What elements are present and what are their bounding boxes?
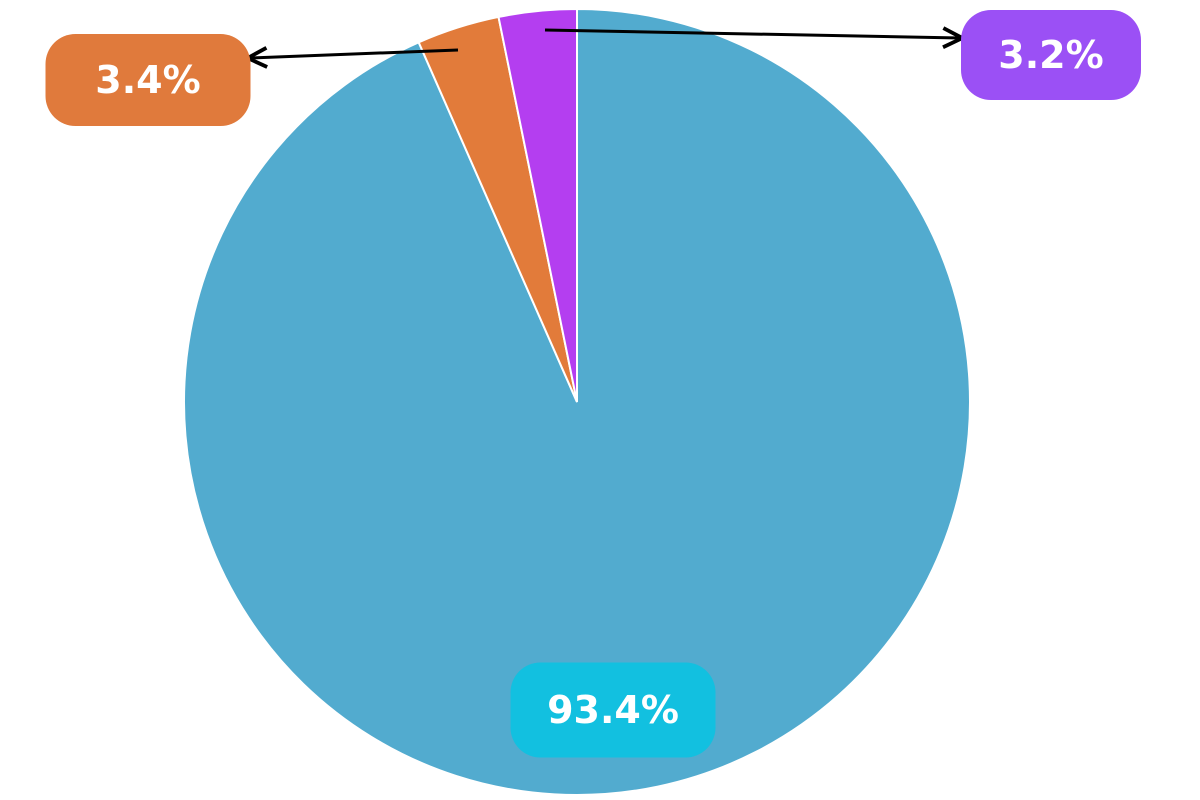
pie-slice <box>497 7 578 403</box>
value-label: 93.4% <box>547 688 679 732</box>
label-box <box>45 34 251 126</box>
label-box <box>961 10 1141 100</box>
leader-arrow <box>544 30 960 38</box>
value-label: 3.4% <box>95 58 200 102</box>
value-label: 3.2% <box>998 33 1103 77</box>
labels: 93.4% 3.4% 3.2% <box>45 10 1141 758</box>
label-box <box>510 662 716 758</box>
pie <box>183 7 971 796</box>
leader-arrow <box>250 50 459 58</box>
